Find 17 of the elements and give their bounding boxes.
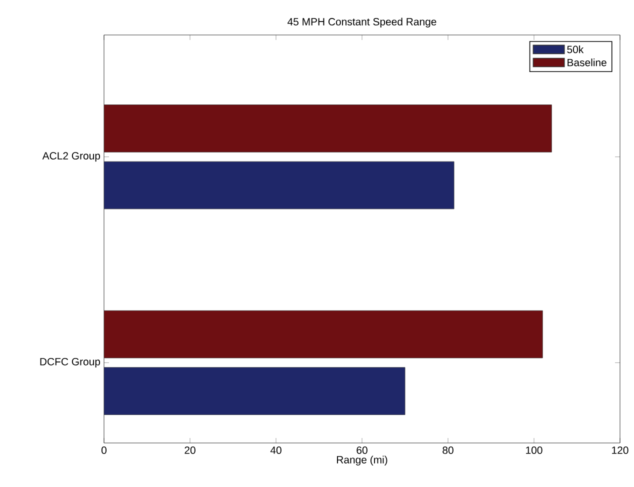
legend-label: 50k xyxy=(567,45,584,54)
x-tick-label: 0 xyxy=(102,446,107,454)
x-tick-label: 60 xyxy=(356,446,368,454)
x-tick-label: 40 xyxy=(270,446,282,454)
bar xyxy=(104,161,454,210)
x-tick-label: 100 xyxy=(526,446,542,454)
bar xyxy=(104,104,552,152)
bar xyxy=(104,310,543,358)
chart-title: 45 MPH Constant Speed Range xyxy=(288,18,436,28)
legend-label: Baseline xyxy=(568,58,606,66)
x-tick-label: 120 xyxy=(612,446,628,454)
x-tick-label: 80 xyxy=(442,446,454,454)
bar xyxy=(104,367,406,415)
x-tick-label: 20 xyxy=(184,446,196,454)
y-tick-label: ACL2 Group xyxy=(42,152,100,162)
x-axis-title: Range (mi) xyxy=(337,456,388,466)
y-tick-label: DCFC Group xyxy=(40,358,100,368)
